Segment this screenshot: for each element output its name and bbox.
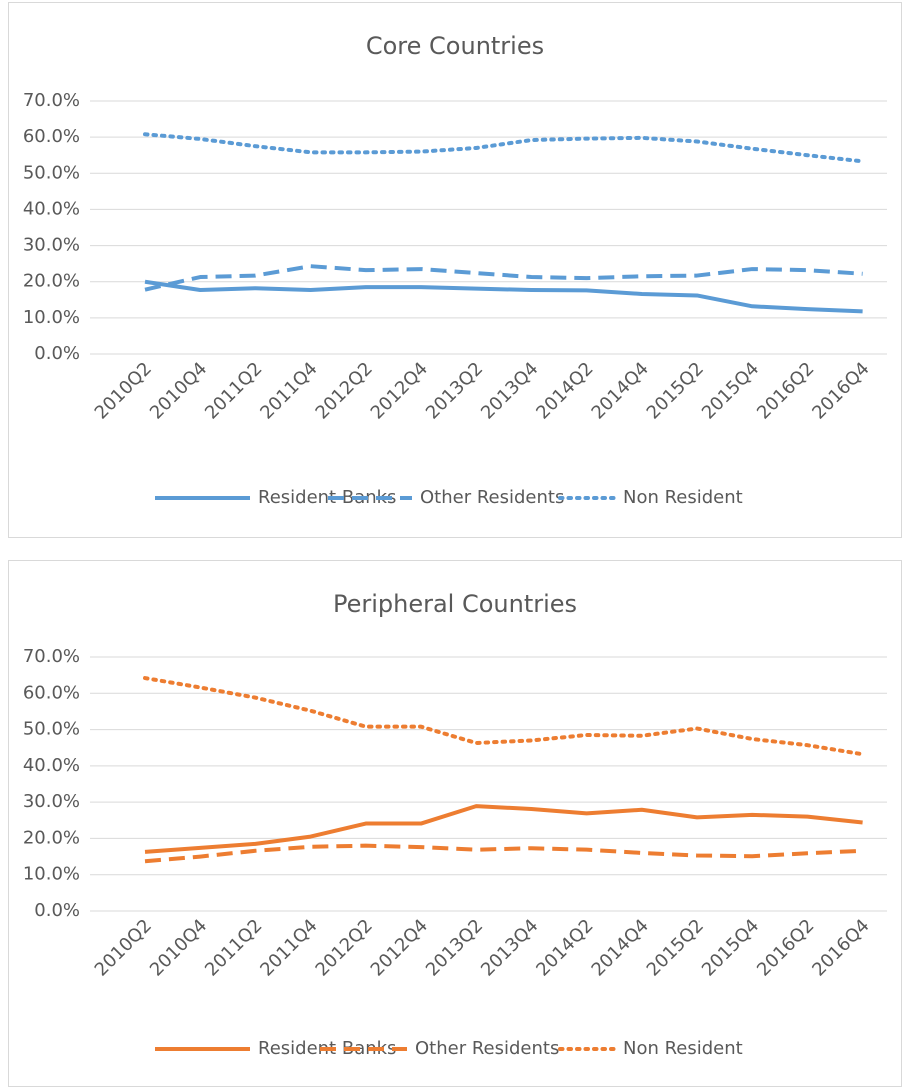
- series-line: [144, 264, 863, 292]
- legend-label: Other Residents: [415, 1038, 559, 1059]
- y-tick-label: 20.0%: [23, 271, 80, 292]
- y-tick-label: 50.0%: [23, 162, 80, 183]
- series-line: [143, 132, 865, 164]
- legend-label: Other Residents: [420, 487, 564, 508]
- y-tick-label: 40.0%: [23, 755, 80, 776]
- series-line: [144, 843, 863, 864]
- y-tick-label: 10.0%: [23, 864, 80, 885]
- y-tick-label: 0.0%: [34, 900, 80, 921]
- y-tick-label: 30.0%: [23, 235, 80, 256]
- y-tick-label: 10.0%: [23, 307, 80, 328]
- series-line: [144, 804, 863, 854]
- y-tick-label: 30.0%: [23, 791, 80, 812]
- y-tick-label: 60.0%: [23, 682, 80, 703]
- y-tick-label: 40.0%: [23, 198, 80, 219]
- y-tick-label: 70.0%: [23, 90, 80, 111]
- chart-title: Peripheral Countries: [333, 590, 577, 618]
- legend-label: Non Resident: [623, 1038, 743, 1059]
- series-line: [143, 676, 865, 757]
- chart-title: Core Countries: [366, 32, 544, 60]
- y-tick-label: 0.0%: [34, 343, 80, 364]
- series-line: [144, 279, 863, 314]
- legend-label: Resident Banks: [258, 487, 396, 508]
- y-tick-label: 70.0%: [23, 646, 80, 667]
- y-tick-label: 50.0%: [23, 719, 80, 740]
- y-tick-label: 20.0%: [23, 827, 80, 848]
- y-tick-label: 60.0%: [23, 126, 80, 147]
- chart-frame: [8, 560, 902, 1087]
- legend-label: Non Resident: [623, 487, 743, 508]
